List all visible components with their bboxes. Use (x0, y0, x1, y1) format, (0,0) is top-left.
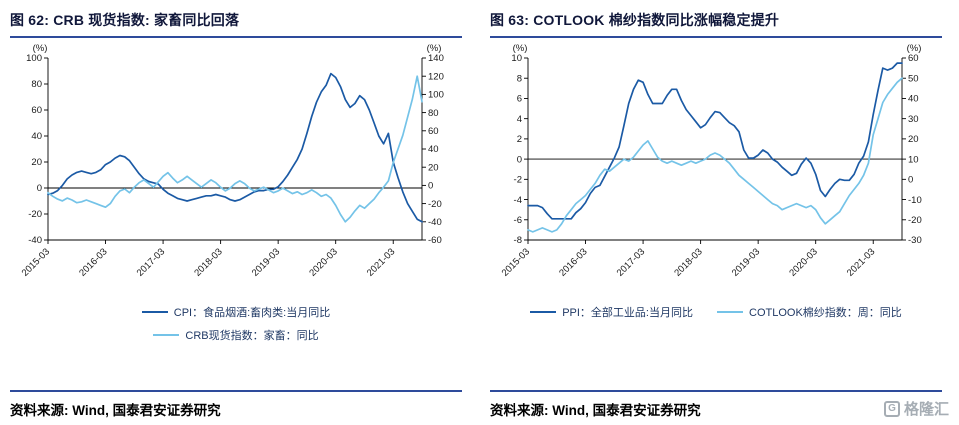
right-axis-tick-label: -30 (908, 235, 922, 246)
x-axis-label: 2018-03 (672, 246, 704, 278)
right-axis-tick-label: 20 (908, 134, 919, 145)
right-axis-unit-label: (%) (427, 43, 442, 54)
x-axis-label: 2021-03 (845, 246, 877, 278)
left-axis-unit-label: (%) (513, 43, 528, 54)
series-line-primary (47, 72, 423, 223)
x-axis-label: 2015-03 (20, 246, 52, 278)
right-axis-tick-label: 120 (428, 71, 444, 82)
left-axis-unit-label: (%) (33, 43, 48, 54)
left-axis-tick-label: -40 (28, 235, 42, 246)
right-axis-tick-label: 0 (908, 175, 913, 186)
series-line-secondary (527, 77, 903, 233)
figure-63-source: 资料来源: Wind, 国泰君安证券研究 (490, 403, 701, 418)
x-axis-label: 2017-03 (135, 246, 167, 278)
left-axis-tick-label: 100 (26, 53, 42, 64)
right-axis-tick-label: 40 (428, 144, 439, 155)
x-axis-label: 2015-03 (500, 246, 532, 278)
legend-swatch (141, 311, 168, 313)
figure-63-source-block: 资料来源: Wind, 国泰君安证券研究 (490, 390, 942, 419)
panel-figure-62: 图 62: CRB 现货指数: 家畜同比回落 100 80 60 40 20 0 -20 -4… (10, 8, 462, 419)
right-axis-tick-label: -40 (428, 217, 442, 228)
right-axis-tick-label: 80 (428, 108, 439, 119)
right-axis-tick-label: 140 (428, 53, 444, 64)
figure-62-title: 图 62: CRB 现货指数: 家畜同比回落 (10, 12, 240, 28)
cotlook-yarn-yoy-chart: 1086420-2-4-6-86050403020100-10-20-30(%)… (500, 43, 922, 279)
right-axis-tick-label: 30 (908, 114, 919, 125)
left-axis-tick-label: 6 (517, 94, 522, 105)
legend-swatch (530, 311, 557, 313)
figure-63-title-divider (490, 36, 942, 38)
x-axis-label: 2020-03 (307, 246, 339, 278)
figure-62-source: 资料来源: Wind, 国泰君安证券研究 (10, 403, 221, 418)
x-axis-label: 2020-03 (787, 246, 819, 278)
right-axis-tick-label: -20 (908, 215, 922, 226)
figure-62-legend: CPI：食品烟酒:畜肉类:当月同比 CRB现货指数：家畜：同比 (10, 304, 462, 343)
x-axis-label: 2016-03 (77, 246, 109, 278)
left-axis-tick-label: 80 (31, 79, 42, 90)
legend-item: COTLOOK棉纱指数：周：同比 (717, 304, 902, 320)
legend-item: PPI：全部工业品:当月同比 (530, 304, 693, 320)
x-axis-label: 2019-03 (730, 246, 762, 278)
legend-label: CRB现货指数：家畜：同比 (185, 330, 319, 342)
figure-62-title-divider (10, 36, 462, 38)
figure-63-legend: PPI：全部工业品:当月同比 COTLOOK棉纱指数：周：同比 (490, 304, 942, 320)
right-axis-tick-label: 20 (428, 162, 439, 173)
left-axis-tick-label: 2 (517, 134, 522, 145)
right-axis-tick-label: 10 (908, 154, 919, 165)
legend-label: CPI：食品烟酒:畜肉类:当月同比 (173, 307, 331, 319)
left-axis-tick-label: 0 (37, 183, 42, 194)
x-axis-label: 2021-03 (365, 246, 397, 278)
left-axis-tick-label: -2 (514, 175, 522, 186)
x-axis-label: 2018-03 (192, 246, 224, 278)
right-axis-tick-label: 0 (428, 181, 433, 192)
legend-item: CPI：食品烟酒:畜肉类:当月同比 (141, 304, 331, 320)
left-axis-tick-label: -6 (514, 215, 522, 226)
crb-livestock-yoy-chart: 100 80 60 40 20 0 -20 -40 140 120 100 80 60 40 20 0 -20 -… (20, 43, 444, 279)
right-axis-unit-label: (%) (907, 43, 922, 54)
x-axis-label: 2016-03 (557, 246, 589, 278)
figure-63-title: 图 63: COTLOOK 棉纱指数同比涨幅稳定提升 (490, 12, 780, 28)
left-axis-tick-label: -8 (514, 235, 522, 246)
series-line-secondary (47, 75, 423, 223)
x-axis-label: 2019-03 (250, 246, 282, 278)
left-axis-tick-label: 10 (511, 53, 522, 64)
left-axis-tick-label: -20 (28, 209, 42, 220)
legend-item: CRB现货指数：家畜：同比 (153, 327, 319, 343)
left-axis-tick-label: 0 (517, 154, 522, 165)
right-axis-tick-label: 60 (908, 53, 919, 64)
right-axis-tick-label: -20 (428, 199, 442, 210)
right-axis-tick-label: 40 (908, 94, 919, 105)
legend-swatch (717, 311, 743, 313)
gelonghui-watermark: G 格隆汇 (883, 398, 949, 419)
series-line-primary (527, 62, 903, 220)
right-axis-tick-label: 50 (908, 73, 919, 84)
legend-label: COTLOOK棉纱指数：周：同比 (749, 307, 902, 319)
left-axis-tick-label: 8 (517, 73, 522, 84)
left-axis-tick-label: -4 (514, 195, 522, 206)
gelonghui-logo-text: 格隆汇 (903, 401, 949, 418)
left-axis-tick-label: 40 (31, 131, 42, 142)
left-axis-tick-label: 20 (31, 157, 42, 168)
right-axis-tick-label: 100 (428, 90, 444, 101)
legend-label: PPI：全部工业品:当月同比 (562, 307, 693, 319)
panel-figure-63: 图 63: COTLOOK 棉纱指数同比涨幅稳定提升 10 8 6 4 2 0 -2 -4 -6… (490, 8, 942, 419)
legend-swatch (153, 334, 180, 336)
left-axis-tick-label: 4 (517, 114, 522, 125)
right-axis-tick-label: -10 (908, 195, 922, 206)
right-axis-tick-label: 60 (428, 126, 439, 137)
x-axis-label: 2017-03 (615, 246, 647, 278)
left-axis-tick-label: 60 (31, 105, 42, 116)
figure-62-source-block: 资料来源: Wind, 国泰君安证券研究 (10, 390, 462, 419)
gelonghui-logo-icon: G (883, 400, 900, 417)
right-axis-tick-label: -60 (428, 235, 442, 246)
